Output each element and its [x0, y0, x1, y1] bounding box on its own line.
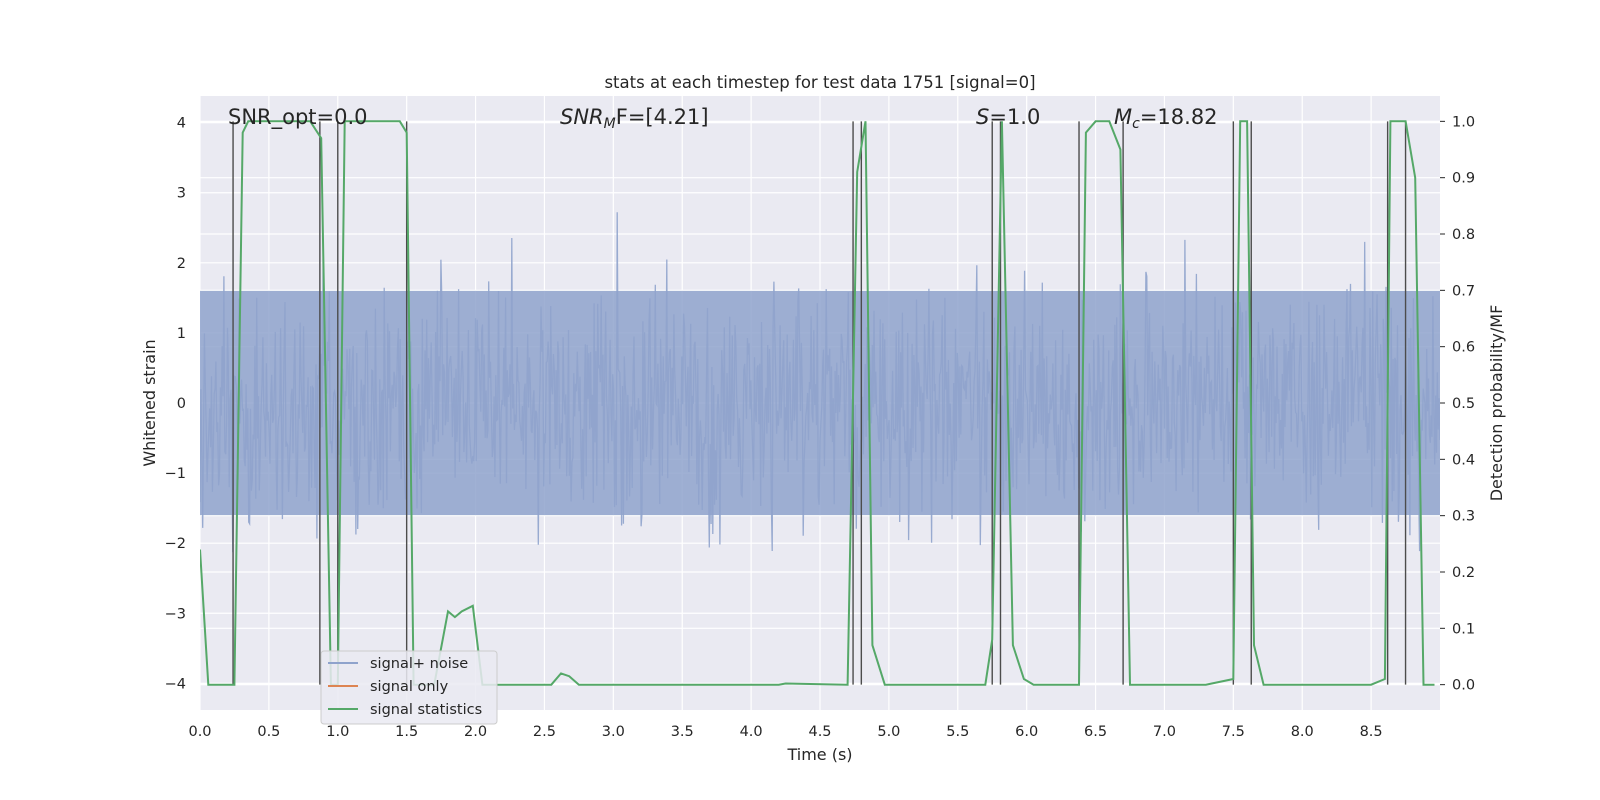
y-tick-label-left: −1 [165, 466, 186, 482]
y-tick-label-right: 0.8 [1452, 227, 1475, 243]
annotation-s: S=1.0 [976, 105, 1040, 129]
y-tick-label-left: −3 [165, 606, 186, 622]
x-tick-label: 0.0 [188, 724, 211, 740]
legend-label-signal-noise: signal+ noise [370, 656, 468, 672]
annotation-mc: Mc=18.82 [1114, 105, 1218, 132]
x-tick-label: 4.0 [740, 724, 763, 740]
legend-label-signal-only: signal only [370, 679, 449, 695]
y-tick-label-right: 0.1 [1452, 621, 1475, 637]
y-tick-labels-left: −4 −3 −2 −1 0 1 2 3 4 [165, 116, 186, 693]
x-tick-label: 5.5 [946, 724, 969, 740]
x-tick-label: 2.0 [464, 724, 487, 740]
x-axis-label: Time (s) [786, 745, 852, 764]
legend-label-signal-statistics: signal statistics [370, 702, 482, 718]
y-tick-label-right: 0.7 [1452, 283, 1475, 299]
legend-box [320, 650, 498, 725]
x-tick-labels: 0.0 0.5 1.0 1.5 2.0 2.5 3.0 3.5 4.0 4.5 5.0 5.5 6.0 6… [188, 724, 1382, 740]
y-tick-label-left: 2 [177, 256, 186, 272]
x-tick-label: 3.0 [602, 724, 625, 740]
y-tick-label-left: 3 [177, 186, 186, 202]
x-tick-label: 3.5 [671, 724, 694, 740]
x-tick-label: 5.0 [877, 724, 900, 740]
y-tick-label-left: −4 [165, 676, 186, 692]
x-tick-label: 2.5 [533, 724, 556, 740]
y-tick-label-right: 0.5 [1452, 396, 1475, 412]
y-tick-label-left: 0 [177, 396, 186, 412]
y-tick-label-right: 0.0 [1452, 678, 1475, 694]
x-tick-label: 1.0 [326, 724, 349, 740]
signal-statistics-line [200, 120, 1435, 686]
y-tick-label-left: −2 [165, 536, 186, 552]
x-tick-label: 0.5 [257, 724, 280, 740]
y-tick-label-right: 0.3 [1452, 509, 1475, 525]
y-tick-label-right: 0.4 [1452, 452, 1475, 468]
x-tick-label: 1.5 [395, 724, 418, 740]
x-tick-label: 6.5 [1084, 724, 1107, 740]
signal-noise-band [200, 290, 1440, 516]
annotation-snr-mf: SNRMF=[4.21] [560, 105, 709, 132]
y-axis-label-right: Detection probability/MF [1487, 305, 1506, 502]
chart-title: stats at each timestep for test data 175… [604, 73, 1035, 92]
y-tick-label-left: 4 [177, 116, 186, 132]
legend: signal+ noise signal only signal statist… [320, 650, 498, 725]
y-tick-label-right: 0.2 [1452, 565, 1475, 581]
y-tick-label-right: 0.6 [1452, 340, 1475, 356]
x-tick-label: 8.0 [1291, 724, 1314, 740]
x-tick-label: 6.0 [1015, 724, 1038, 740]
x-tick-label: 4.5 [808, 724, 831, 740]
signal-statistics-series [200, 120, 1435, 686]
y-axis-label-left: Whitened strain [140, 339, 159, 466]
x-tick-label: 7.5 [1222, 724, 1245, 740]
y-tick-labels-right: 0.0 0.1 0.2 0.3 0.4 0.5 0.6 0.7 0.8 0.9 1.0 [1440, 114, 1475, 694]
y-tick-label-right: 0.9 [1452, 171, 1475, 187]
x-tick-label: 7.0 [1153, 724, 1176, 740]
y-tick-label-right: 1.0 [1452, 114, 1475, 130]
y-tick-label-left: 1 [177, 326, 186, 342]
x-tick-label: 8.5 [1360, 724, 1383, 740]
annotation-snr-opt: SNR_opt=0.0 [228, 105, 368, 130]
